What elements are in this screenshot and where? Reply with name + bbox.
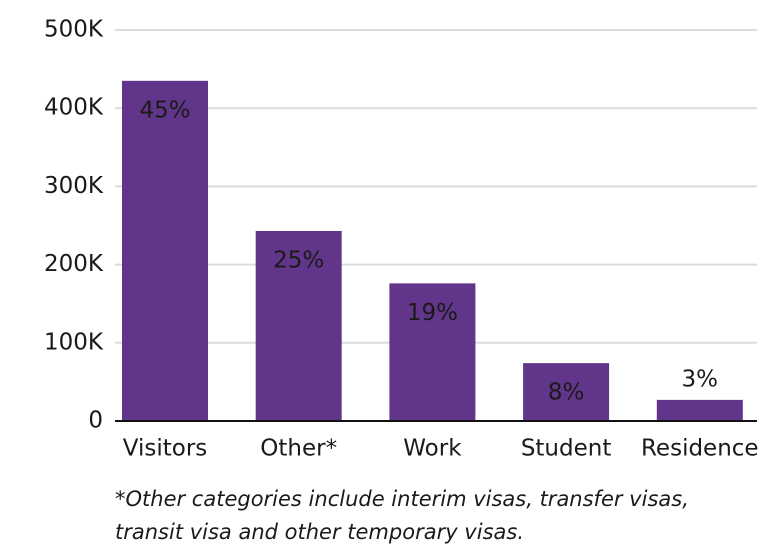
bar-label: 19% (407, 300, 458, 326)
footnote: *Other categories include interim visas,… (115, 487, 689, 511)
y-tick-label: 100K (44, 329, 104, 355)
bar (656, 399, 743, 421)
y-tick-label: 0 (88, 408, 103, 434)
bar (255, 230, 342, 421)
x-tick-label: Residence (641, 436, 759, 462)
x-tick-label: Work (403, 436, 462, 462)
y-tick-label: 400K (44, 95, 104, 121)
y-tick-label: 500K (44, 17, 104, 43)
y-tick-label: 200K (44, 251, 104, 277)
bar (122, 80, 208, 421)
x-tick-label: Visitors (123, 436, 208, 462)
footnote: transit visa and other temporary visas. (115, 520, 524, 544)
x-tick-label: Other* (260, 436, 337, 462)
bar-label: 3% (682, 366, 719, 392)
bar-label: 25% (273, 247, 324, 273)
x-tick-label: Student (521, 436, 612, 462)
y-tick-label: 300K (44, 173, 104, 199)
bar (389, 283, 476, 421)
bar (523, 363, 610, 421)
bar-label: 45% (139, 97, 190, 123)
bar-label: 8% (548, 380, 585, 406)
